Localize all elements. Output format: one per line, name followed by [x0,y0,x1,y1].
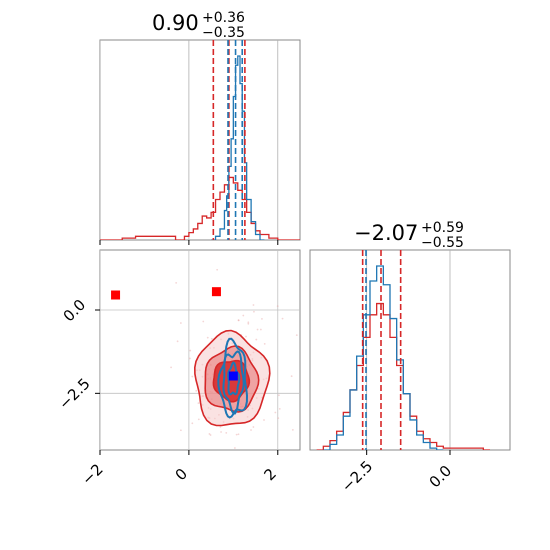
panel1-title-minus: −0.35 [202,25,245,41]
marginal-histogram-param-1 [99,39,301,245]
panel1-frame [99,39,301,241]
joint-sample-point [206,336,209,339]
joint-sample-point [295,334,298,337]
joint-sample-point [259,328,262,331]
joint-sample-point [175,281,178,284]
joint-sample-point [290,375,293,378]
joint-sample-point [263,342,266,345]
joint-sample-point [209,434,212,436]
panel1-title-plus: +0.36 [202,10,245,26]
joint-sample-point [276,305,279,307]
joint-sample-point [237,319,240,322]
joint-sample-point [210,337,213,340]
joint-sample-point [179,429,182,432]
joint-sample-point [255,338,258,341]
joint-sample-point [220,431,222,433]
joint-sample-point [235,433,238,436]
joint-sample-point [242,314,245,317]
joint-sample-point [189,349,192,352]
joint-sample-point [274,411,277,414]
joint-sample-point [247,322,250,325]
joint-sample-point [252,304,255,306]
joint-sample-point [197,402,200,405]
joint-sample-point [291,428,294,431]
joint-sample-point [219,426,222,428]
panel2-tick-label: −2.5 [338,457,376,495]
joint-ytick-label: 0.0 [60,296,90,326]
joint-sample-point [277,458,279,460]
joint-sample-point [170,366,172,369]
joint-sample-point [202,320,205,323]
joint-sample-point [245,335,247,338]
joint-sample-point [237,319,240,322]
joint-sample-point [256,328,259,331]
joint-sample-point [188,357,191,360]
joint-marker-2 [228,371,238,381]
joint-sample-point [278,407,281,410]
panel2-title-plus: +0.59 [421,220,464,236]
panel1-hist-series-1 [211,55,265,240]
marginal-histogram-param-2: −2.5 0.0 [309,249,511,496]
joint-sample-point [278,394,280,397]
panel2-title-minus: −0.55 [421,235,464,251]
joint-xtick-label: 2 [261,465,280,484]
joint-ytick-label: −2.5 [55,375,93,413]
joint-blue-contour [227,361,241,396]
joint-sample-point [277,417,280,420]
joint-sample-point [263,419,265,421]
joint-contour-panel: −2 0 2 0.0 −2.5 [55,249,336,489]
joint-sample-point [247,321,250,324]
joint-sample-point [191,422,194,425]
joint-sample-point [216,268,219,271]
joint-sample-point [208,433,211,435]
panel1-hist-series-0 [100,176,300,240]
joint-frame [99,249,301,451]
panel1-title: 0.90 [152,11,199,35]
joint-sample-point [250,429,252,431]
joint-sample-point [191,375,194,378]
joint-sample-point [253,310,255,313]
joint-sample-point [225,431,228,434]
panel2-hist-series-1 [323,265,444,450]
panel2-tick-label: 0.0 [426,462,456,492]
panel2-frame [309,249,511,451]
joint-sample-point [334,366,336,368]
joint-sample-point [281,317,284,320]
joint-xtick-label: 0 [172,465,191,484]
joint-sample-point [179,322,182,324]
joint-sample-point [176,340,179,343]
joint-sample-point [261,317,263,320]
joint-sample-point [233,447,236,449]
joint-marker-0 [111,290,121,300]
joint-sample-point [237,433,240,436]
joint-blue-contour [217,337,249,419]
joint-sample-point [197,418,200,421]
joint-xtick-label: −2 [78,460,106,488]
joint-sample-point [195,389,198,392]
joint-blue-contour [222,350,245,415]
panel2-title: −2.07 [354,221,418,245]
joint-sample-point [252,426,255,428]
joint-marker-1 [211,287,221,297]
